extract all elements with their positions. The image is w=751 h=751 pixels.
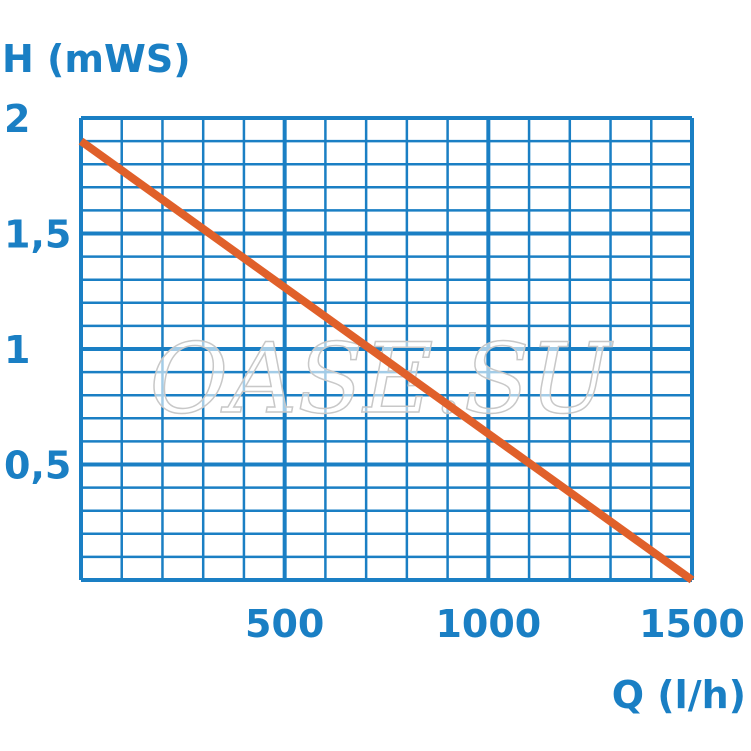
x-axis-label: Q (l/h)	[612, 673, 746, 717]
grid	[79, 116, 694, 582]
y-tick-label: 0,5	[4, 444, 71, 488]
y-tick-label: 1,5	[4, 213, 71, 257]
x-tick-label: 1500	[639, 602, 745, 646]
series	[78, 137, 695, 584]
x-tick-label: 500	[245, 602, 324, 646]
x-tick-label: 1000	[435, 602, 541, 646]
watermark: OASE.SU	[149, 323, 613, 435]
y-axis-label: H (mWS)	[2, 37, 191, 81]
y-tick-label: 2	[4, 97, 30, 141]
ticks: 500 1000 1500 0,5 1 1,5 2	[4, 97, 745, 646]
y-tick-label: 1	[4, 328, 30, 372]
series-line	[78, 137, 695, 584]
